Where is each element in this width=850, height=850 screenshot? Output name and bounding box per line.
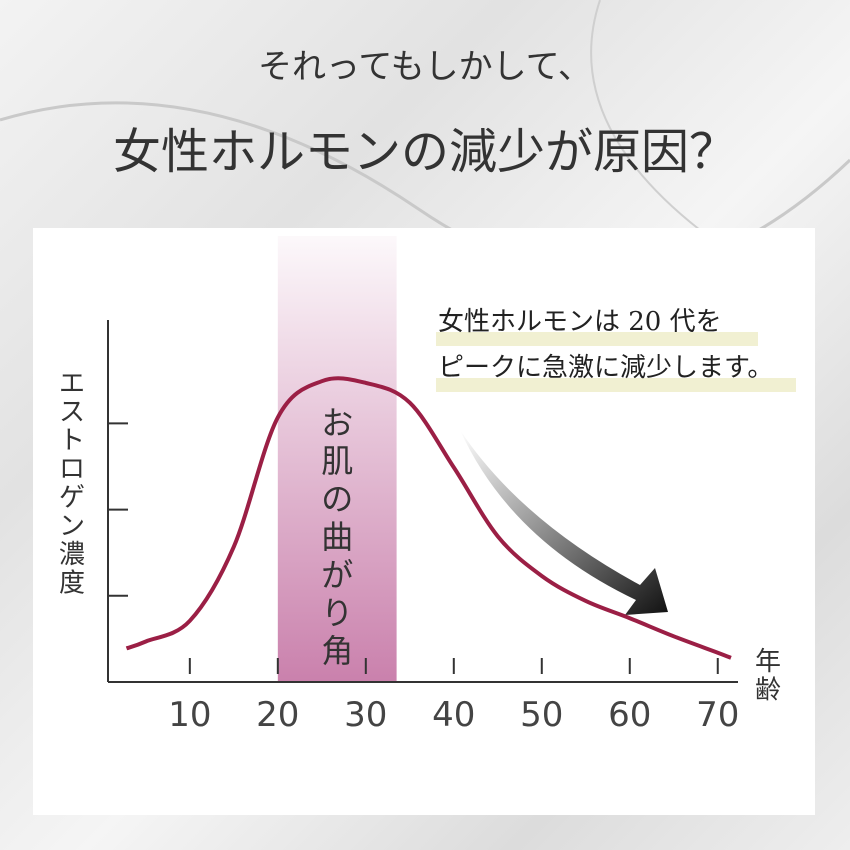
line <box>125 376 732 660</box>
annotation-highlight <box>436 332 758 346</box>
annotation-highlight <box>436 378 796 392</box>
x-tick-label: 30 <box>344 695 387 735</box>
y-axis-label: エストロゲン濃度 <box>59 369 85 599</box>
highlight-band <box>277 236 397 682</box>
x-tick-label: 40 <box>432 695 475 735</box>
x-tick-label: 60 <box>608 695 651 735</box>
x-tick-label: 70 <box>696 695 739 735</box>
annotation: 女性ホルモンは 20 代を <box>438 307 722 337</box>
x-tick-label: 20 <box>256 695 299 735</box>
x-axis-label: 年齢 <box>755 647 781 706</box>
arrow <box>460 430 668 615</box>
panel <box>33 228 815 815</box>
highlight-label: お肌の曲がり角 <box>321 404 353 670</box>
heading: それってもしかして、 <box>258 47 592 87</box>
chart-title: 女性ホルモンの減少が原因？ <box>113 124 737 180</box>
x-tick-label: 10 <box>168 695 211 735</box>
marble-vein <box>590 0 701 231</box>
x-tick-label: 50 <box>520 695 563 735</box>
annotation: ピークに急激に減少します。 <box>438 353 773 383</box>
